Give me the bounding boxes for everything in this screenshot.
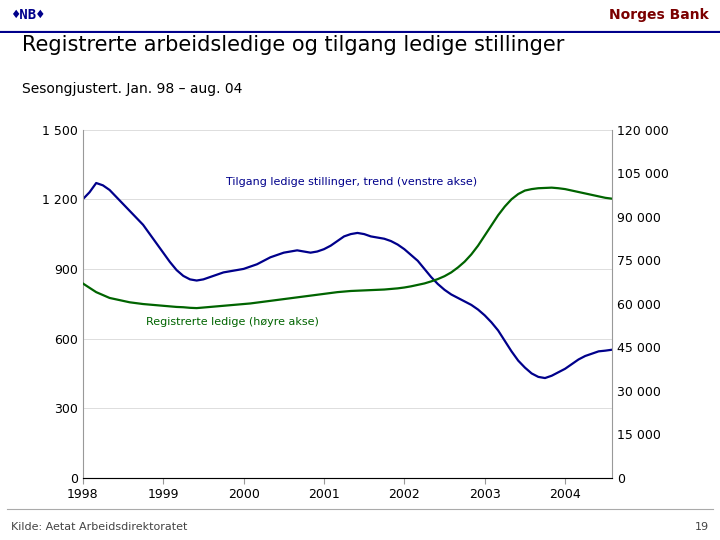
Text: 19: 19 bbox=[695, 522, 709, 532]
Text: Tilgang ledige stillinger, trend (venstre akse): Tilgang ledige stillinger, trend (venstr… bbox=[225, 177, 477, 187]
Text: ♦NB♦: ♦NB♦ bbox=[11, 8, 45, 22]
Text: Kilde: Aetat Arbeidsdirektoratet: Kilde: Aetat Arbeidsdirektoratet bbox=[11, 522, 187, 532]
Text: Sesongjustert. Jan. 98 – aug. 04: Sesongjustert. Jan. 98 – aug. 04 bbox=[22, 83, 242, 97]
Text: Registrerte arbeidsledige og tilgang ledige stillinger: Registrerte arbeidsledige og tilgang led… bbox=[22, 35, 564, 55]
Text: Registrerte ledige (høyre akse): Registrerte ledige (høyre akse) bbox=[146, 316, 319, 327]
Text: Norges Bank: Norges Bank bbox=[609, 8, 709, 22]
